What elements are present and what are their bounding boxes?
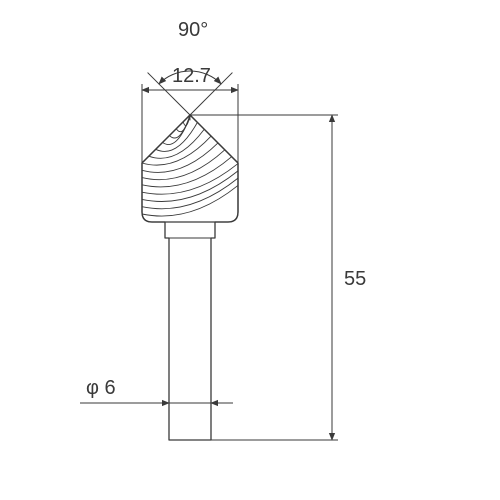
tech-drawing: 90° 12.7 55 φ 6 <box>0 0 500 500</box>
length-label: 55 <box>344 268 366 290</box>
shank-dia-label: φ 6 <box>86 377 116 399</box>
angle-label: 90° <box>178 19 208 41</box>
head-dia-label: 12.7 <box>172 65 211 87</box>
